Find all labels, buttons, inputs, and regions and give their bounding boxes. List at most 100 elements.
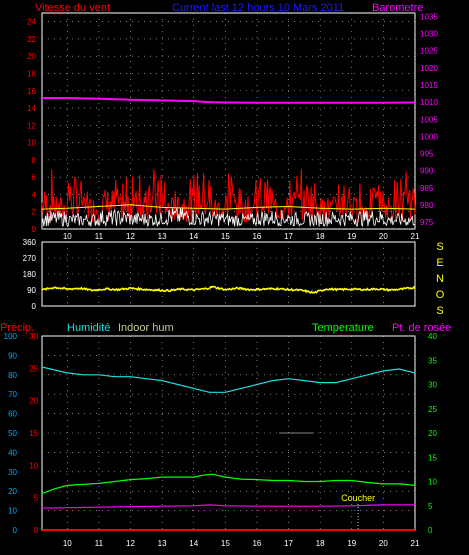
wind-y-tick: 22	[27, 35, 36, 44]
compass-letter: S	[436, 305, 443, 317]
baro-y-tick: 1005	[420, 115, 438, 124]
wind-speed-line	[41, 168, 416, 224]
humidity-axis-title: Humidité	[67, 322, 110, 334]
temp-plot-series: Coucher	[41, 366, 416, 531]
wind-gust-line	[41, 207, 416, 228]
baro-y-tick: 1015	[420, 81, 438, 90]
temp-x-tick: 10	[63, 539, 72, 548]
dewpoint-axis-title: Pt. de rosée	[392, 322, 451, 334]
wind-y-tick: 16	[27, 87, 36, 96]
wind-x-tick: 15	[221, 232, 230, 241]
precip-y-tick: 70	[8, 390, 17, 399]
precip-y-tick: 30	[8, 468, 17, 477]
temperature-y-tick: 30	[428, 381, 437, 390]
temperature-axis-title: Temperature	[312, 322, 374, 334]
compass-letter: N	[436, 273, 444, 285]
humidity-y-tick: 20	[29, 397, 38, 406]
baro-y-tick: 1000	[420, 132, 438, 141]
wind-x-tick: 16	[252, 232, 261, 241]
direction-y-tick: 360	[23, 238, 37, 247]
baro-y-tick: 990	[420, 167, 434, 176]
wind-x-tick: 18	[316, 232, 325, 241]
precip-y-tick: 90	[8, 351, 17, 360]
wind-x-tick: 21	[411, 232, 420, 241]
wind-x-tick: 12	[126, 232, 135, 241]
wind-x-tick: 20	[379, 232, 388, 241]
precip-y-tick: 40	[8, 448, 17, 457]
temp-x-tick: 11	[95, 539, 104, 548]
baro-y-tick: 985	[420, 184, 434, 193]
temp-x-tick: 14	[189, 539, 198, 548]
humidity-y-tick: 25	[29, 364, 38, 373]
direction-plot-ticks: 0 90 180 270 360	[23, 238, 37, 311]
precip-axis-title: Précip.	[0, 322, 34, 334]
precip-y-tick: 60	[8, 410, 17, 419]
wind-axis-title: Vitesse du vent	[35, 2, 110, 14]
wind-y-tick: 12	[27, 121, 36, 130]
direction-plot-grid	[42, 242, 416, 306]
wind-y-tick: 20	[27, 52, 36, 61]
temp-x-tick: 16	[252, 539, 261, 548]
temperature-y-tick: 15	[428, 453, 437, 462]
precip-y-tick: 100	[4, 332, 18, 341]
wind-plot-series	[41, 97, 416, 228]
wind-y-tick: 14	[27, 104, 36, 113]
wind-y-tick: 18	[27, 69, 36, 78]
temp-x-tick: 12	[126, 539, 135, 548]
humidity-line	[41, 366, 416, 393]
compass-letter: O	[436, 289, 445, 301]
barometer-axis-title: Barometre	[372, 2, 423, 14]
dewpoint-line	[41, 504, 415, 509]
compass-letter: S	[436, 241, 443, 253]
wind-y-tick: 4	[32, 190, 37, 199]
wind-x-tick: 17	[284, 232, 293, 241]
temperature-y-tick: 25	[428, 405, 437, 414]
baro-y-tick: 995	[420, 150, 434, 159]
humidity-y-tick: 5	[34, 494, 39, 503]
humidity-y-tick: 15	[29, 429, 38, 438]
wind-x-tick: 10	[63, 232, 72, 241]
temperature-y-tick: 35	[428, 356, 437, 365]
temperature-y-tick: 20	[428, 429, 437, 438]
temperature-line	[41, 473, 416, 495]
baro-y-tick: 1010	[420, 98, 438, 107]
wind-y-tick: 8	[32, 156, 37, 165]
temp-x-tick: 17	[284, 539, 293, 548]
direction-y-tick: 180	[23, 270, 37, 279]
precip-y-tick: 80	[8, 371, 17, 380]
temp-x-tick: 19	[347, 539, 356, 548]
temperature-y-tick: 10	[428, 478, 437, 487]
temp-humidity-panel: Coucher 0 10 20 30 40 50 60 70 80 90 100 0 5 10 15 20 25…	[0, 322, 451, 548]
baro-y-tick: 980	[420, 201, 434, 210]
direction-y-tick: 90	[27, 286, 36, 295]
wind-x-tick: 14	[189, 232, 198, 241]
current-period-title: Current last 12 hours 10 Mars 2011	[172, 2, 344, 14]
baro-y-tick: 975	[420, 218, 434, 227]
baro-y-tick: 1025	[420, 47, 438, 56]
compass-letter: E	[436, 257, 443, 269]
wind-y-tick: 0	[32, 225, 37, 234]
humidity-y-tick: 10	[29, 461, 38, 470]
baro-y-tick: 1035	[420, 12, 438, 21]
direction-y-tick: 270	[23, 254, 37, 263]
wind-x-tick: 19	[347, 232, 356, 241]
precip-y-tick: 0	[13, 526, 18, 535]
wind-y-tick: 10	[27, 139, 36, 148]
wind-barometer-panel: 0246810121416182022249759809859909951000…	[27, 2, 438, 241]
direction-y-tick: 0	[32, 302, 37, 311]
wind-average-line	[41, 204, 416, 210]
barometer-line	[42, 97, 416, 104]
wind-plot-ticks: 0246810121416182022249759809859909951000…	[27, 12, 438, 241]
humidity-y-tick: 0	[34, 526, 39, 535]
temp-x-tick: 13	[158, 539, 167, 548]
humidity-y-tick: 30	[29, 332, 38, 341]
precip-y-tick: 50	[8, 429, 17, 438]
wind-y-tick: 2	[32, 208, 37, 217]
baro-y-tick: 1020	[420, 64, 438, 73]
temperature-y-tick: 5	[428, 502, 433, 511]
temperature-y-tick: 40	[428, 332, 437, 341]
wind-x-tick: 13	[158, 232, 167, 241]
